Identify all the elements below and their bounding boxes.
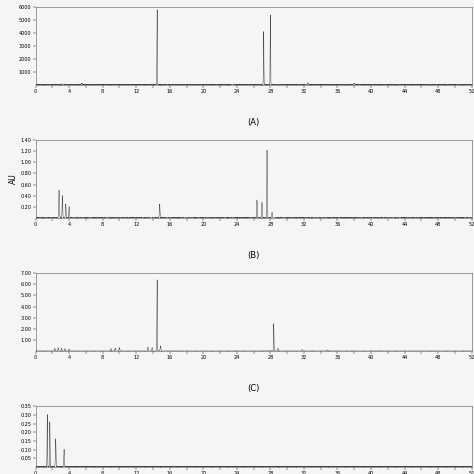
Text: (C): (C)	[247, 383, 260, 392]
Y-axis label: AU: AU	[9, 173, 18, 184]
Text: (A): (A)	[247, 118, 260, 127]
Text: (B): (B)	[247, 251, 260, 260]
